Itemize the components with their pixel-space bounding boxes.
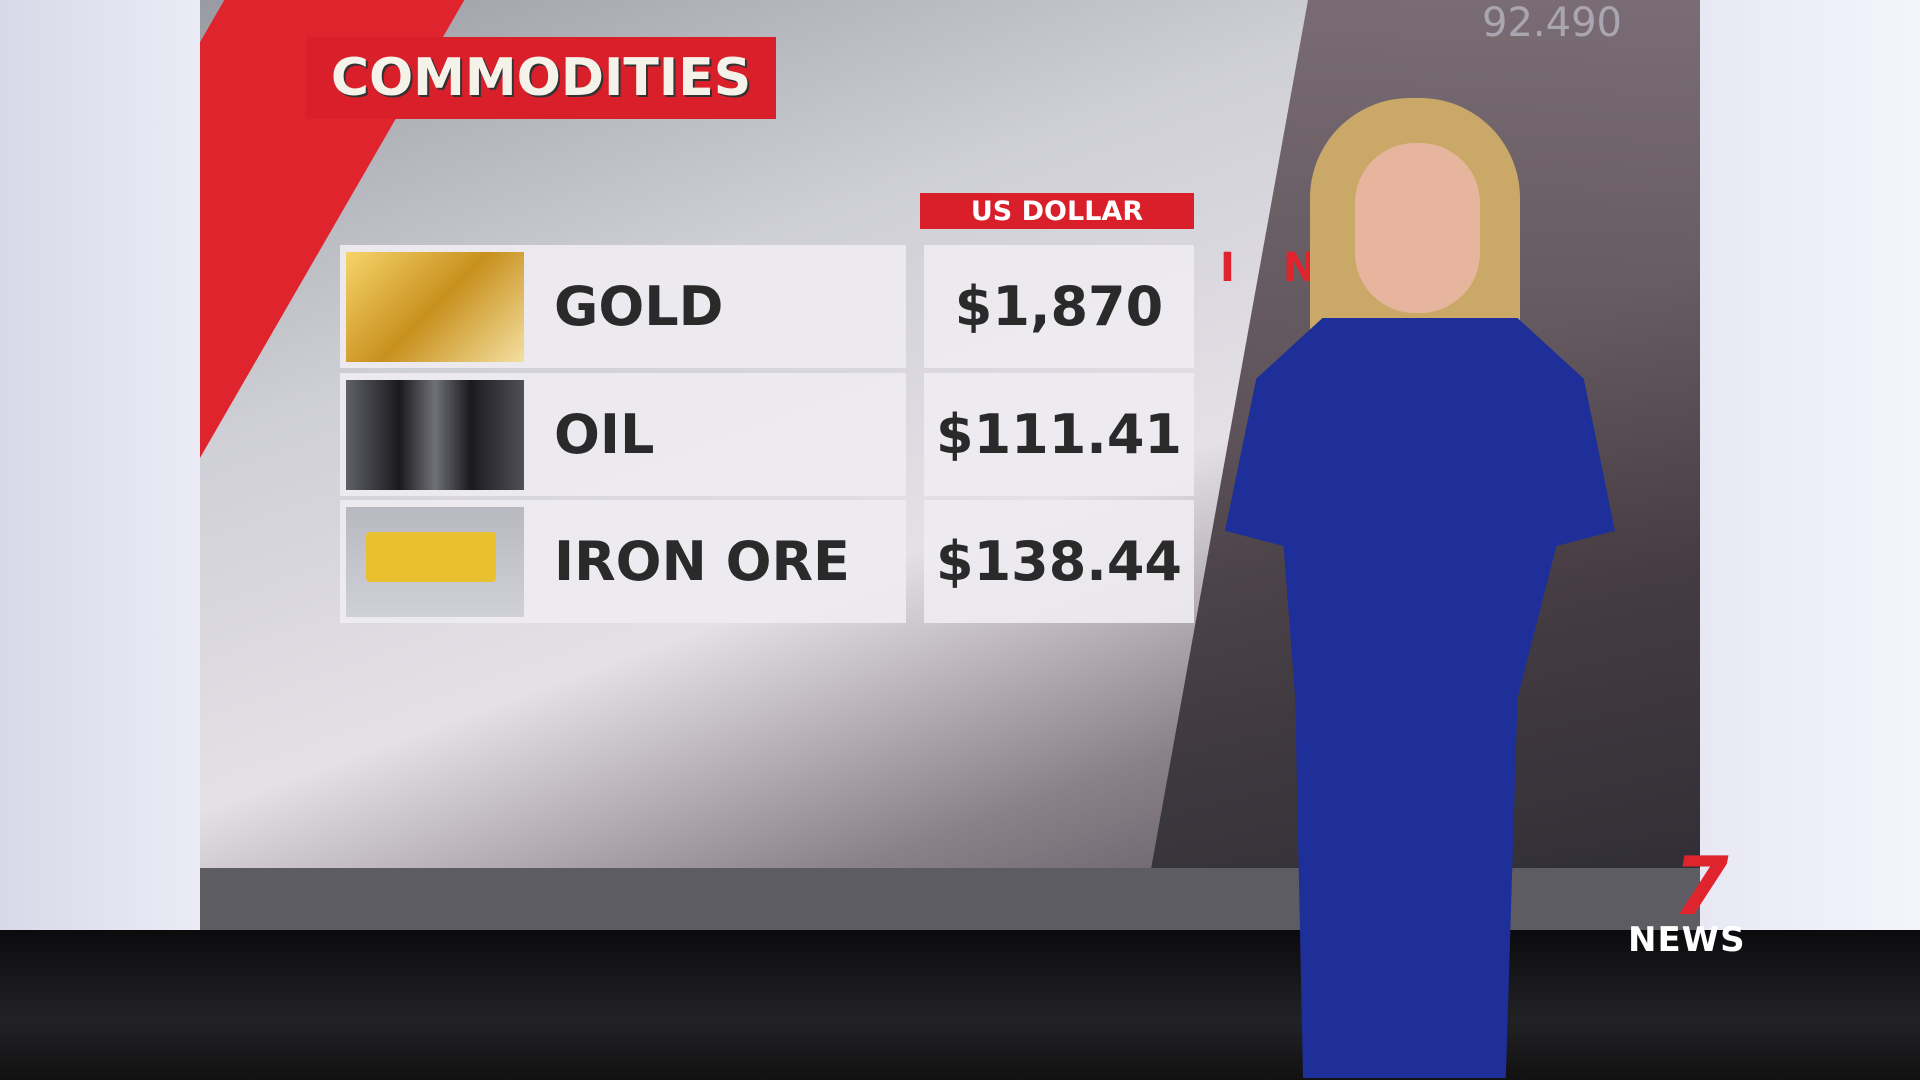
gold-bars-icon: [346, 251, 524, 362]
logo-seven: 7: [1673, 840, 1729, 933]
studio-floor: [0, 930, 1920, 1080]
logo-news: NEWS: [1628, 920, 1746, 960]
commodity-value: $138.44: [924, 500, 1194, 623]
commodity-row-oil: OIL: [340, 373, 906, 496]
mining-truck-icon: [346, 506, 524, 617]
commodity-name: IRON ORE: [554, 530, 850, 593]
commodity-name: OIL: [554, 403, 655, 466]
title-banner: COMMODITIES: [306, 37, 776, 119]
commodity-name: GOLD: [554, 275, 724, 338]
graphic-title: COMMODITIES: [330, 48, 752, 108]
commodity-row-iron-ore: IRON ORE: [340, 500, 906, 623]
presenter-face: [1355, 143, 1480, 313]
commodity-row-gold: GOLD: [340, 245, 906, 368]
oil-barrels-icon: [346, 379, 524, 490]
commodity-value: $111.41: [924, 373, 1194, 496]
commodity-value: $1,870: [924, 245, 1194, 368]
presenter: [1225, 98, 1615, 1080]
studio-wall-left: [0, 0, 225, 1080]
presenter-dress: [1225, 318, 1615, 1078]
studio-wall-right: [1695, 0, 1920, 1080]
7news-logo: 7 NEWS: [1628, 840, 1798, 960]
background-number: 92.490: [1482, 0, 1622, 46]
column-header: US DOLLAR: [920, 193, 1194, 229]
